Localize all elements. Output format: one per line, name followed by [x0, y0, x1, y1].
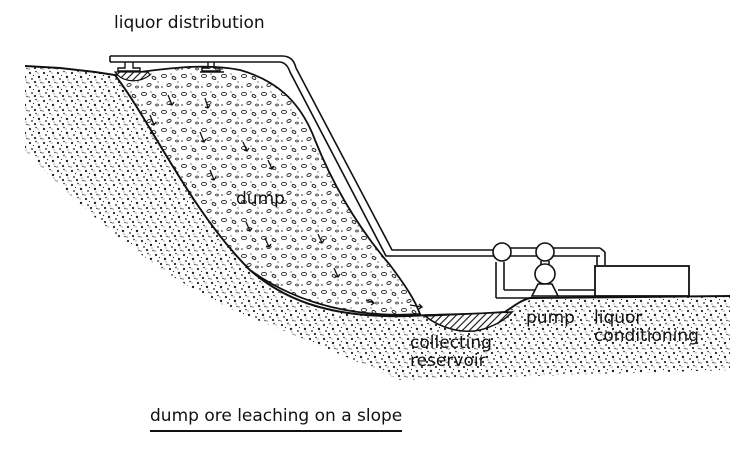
- liquor-distribution-label: liquor distribution: [114, 13, 265, 33]
- pump-label: pump: [526, 308, 575, 328]
- figure-caption: dump ore leaching on a slope: [150, 406, 403, 432]
- liquor-conditioning-label-line1: liquor: [594, 308, 643, 328]
- dump-label: dump: [236, 189, 285, 209]
- distribution-pipe: [109, 55, 500, 257]
- liquor-conditioning-label-line2: conditioning: [594, 326, 699, 346]
- collecting-reservoir-label-line2: reservoir: [410, 351, 486, 371]
- ore-dump: [113, 65, 422, 316]
- percolation-arrows: [149, 94, 424, 310]
- collecting-reservoir: [422, 311, 514, 332]
- ground-soil: [25, 66, 730, 380]
- sprinkler-heads: [113, 62, 224, 82]
- conditioning-tank: [594, 265, 690, 297]
- collecting-reservoir-label-line1: collecting: [410, 333, 492, 353]
- pump-assembly: [492, 242, 606, 299]
